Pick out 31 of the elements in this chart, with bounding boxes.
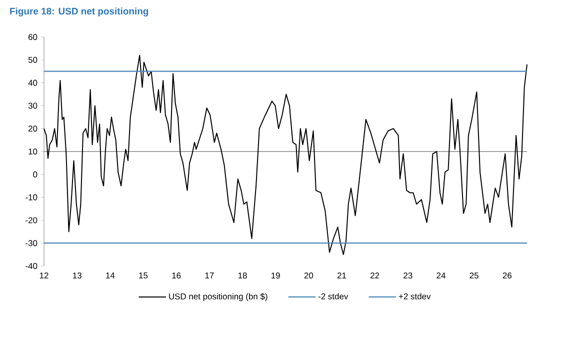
x-tick-label: 25 xyxy=(470,272,478,279)
x-tick-label: 26 xyxy=(502,272,512,279)
x-tick-label: 17 xyxy=(205,272,214,278)
y-tick-label: 0 xyxy=(33,171,38,178)
x-tick-label: 18 xyxy=(238,272,247,279)
y-tick-label: 50 xyxy=(28,56,38,63)
x-tick-label: 16 xyxy=(172,272,181,279)
y-tick-label: 30 xyxy=(28,102,38,109)
y-tick-label: 20 xyxy=(28,126,38,132)
x-tick-label: 23 xyxy=(404,272,412,279)
x-tick-label: 22 xyxy=(370,272,380,278)
x-tick-label: 24 xyxy=(436,272,446,278)
x-tick-label: 14 xyxy=(106,272,115,278)
y-tick-label: -20 xyxy=(26,217,38,224)
line-series xyxy=(44,54,528,256)
chart-title: Figure 18: USD net positioning xyxy=(10,8,148,16)
legend-label: -2 stdev xyxy=(318,293,348,300)
y-tick-label: 10 xyxy=(28,148,38,154)
y-tick-label: -10 xyxy=(26,194,38,200)
y-tick-label: -40 xyxy=(26,263,38,269)
legend-label: USD net positioning (bn $) xyxy=(169,293,268,302)
x-tick-label: 21 xyxy=(337,272,346,278)
x-tick-label: 19 xyxy=(272,272,280,279)
y-tick-label: 40 xyxy=(28,80,38,86)
x-tick-label: 13 xyxy=(73,272,82,279)
x-tick-label: 15 xyxy=(139,272,148,278)
y-tick-label: 60 xyxy=(28,34,38,40)
legend-label: +2 stdev xyxy=(398,293,431,300)
x-tick-label: 12 xyxy=(40,272,48,278)
y-tick-label: -30 xyxy=(26,240,38,246)
x-tick-label: 20 xyxy=(304,272,314,279)
